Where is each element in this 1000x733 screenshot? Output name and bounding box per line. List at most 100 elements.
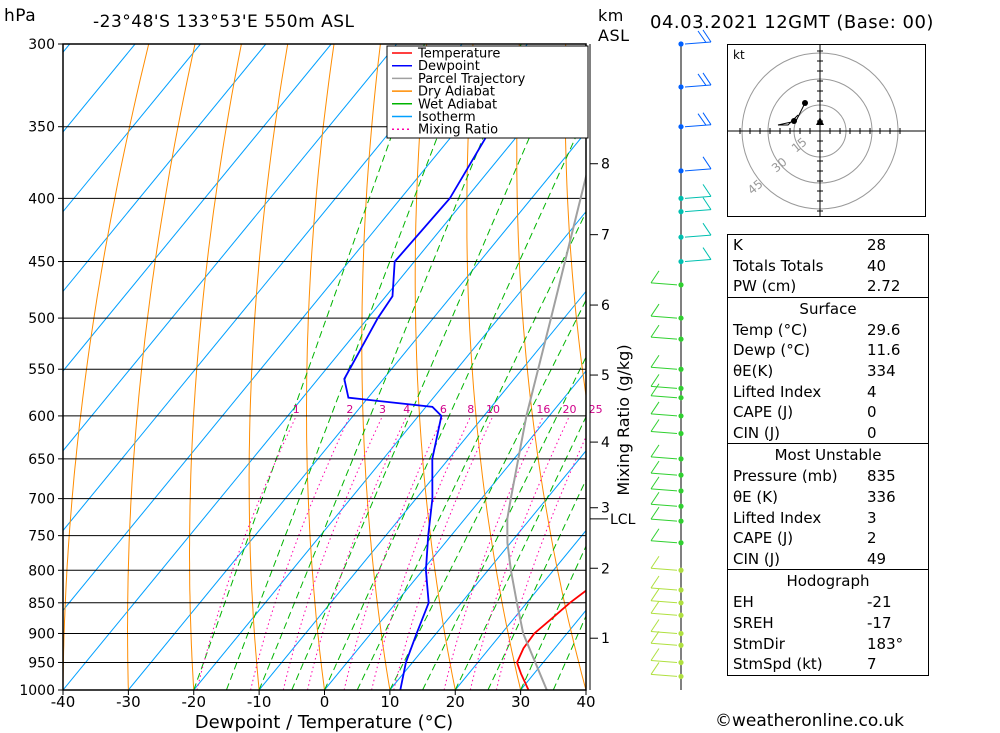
wind-barb bbox=[650, 401, 678, 417]
km-tick-label: 8 bbox=[601, 157, 610, 173]
stat-row-totals: Totals Totals 40 bbox=[733, 256, 887, 275]
wet-adiabat-line bbox=[422, 356, 586, 690]
hodograph-panel: 15 30 45 kt bbox=[727, 44, 926, 217]
legend-label: Dry Adiabat bbox=[418, 85, 495, 100]
pressure-tick-label: 650 bbox=[28, 452, 55, 468]
temperature-tick-label: -10 bbox=[247, 693, 272, 711]
wind-level-dot bbox=[678, 366, 684, 372]
isotherm-line bbox=[63, 44, 201, 213]
stat-row: StmDir 183° bbox=[733, 634, 904, 653]
hodograph-ring-label: 45 bbox=[745, 177, 766, 198]
legend-label: Wet Adiabat bbox=[418, 97, 497, 112]
stat-row: SREH -17 bbox=[733, 613, 892, 632]
stat-row: θE (K) 336 bbox=[733, 487, 896, 506]
mixing-ratio-line bbox=[196, 415, 297, 690]
wind-level-dot bbox=[678, 315, 684, 321]
wind-level-dot bbox=[678, 209, 684, 215]
dry-adiabat-line bbox=[63, 44, 150, 690]
wind-barb bbox=[650, 419, 678, 435]
temperature-profile bbox=[516, 589, 586, 690]
stat-row-k: K 28 bbox=[733, 236, 887, 254]
wind-level-dot bbox=[678, 600, 684, 606]
credit-link[interactable]: ©weatheronline.co.uk bbox=[715, 711, 905, 731]
dry-adiabat-line bbox=[516, 44, 586, 690]
dry-adiabat-line bbox=[306, 44, 335, 690]
stat-row: θE(K) 334 bbox=[733, 361, 896, 380]
hodograph-stats-group: Hodograph EH -21 SREH -17 StmDir 183° StmSp… bbox=[728, 569, 928, 674]
wind-level-dot bbox=[678, 84, 684, 90]
wind-barb bbox=[650, 460, 678, 476]
wind-level-dot bbox=[678, 336, 684, 342]
wind-level-dot bbox=[678, 587, 684, 593]
legend-label: Dewpoint bbox=[418, 59, 480, 74]
isotherm-line bbox=[324, 370, 586, 690]
legend-label: Isotherm bbox=[418, 110, 476, 125]
isotherm-line bbox=[258, 290, 586, 690]
mixing-ratio-label: 16 bbox=[536, 403, 550, 416]
wet-adiabat-line bbox=[324, 113, 586, 690]
pressure-tick-label: 600 bbox=[28, 409, 55, 425]
stat-row: CIN (J) 49 bbox=[733, 549, 887, 568]
wind-level-dot bbox=[678, 168, 684, 174]
km-tick-label: 1 bbox=[601, 631, 610, 647]
stat-row: StmSpd (kt) 7 bbox=[733, 655, 877, 674]
dry-adiabat-line bbox=[414, 44, 456, 690]
hodograph-stats-title: Hodograph bbox=[786, 572, 870, 591]
hodograph-unit: kt bbox=[733, 48, 745, 62]
datetime-title: 04.03.2021 12GMT (Base: 00) bbox=[650, 12, 934, 33]
temperature-tick-label: 40 bbox=[576, 693, 595, 711]
mixing-ratio-line bbox=[250, 415, 351, 690]
wind-barb bbox=[650, 506, 678, 522]
pressure-tick-label: 900 bbox=[28, 626, 55, 642]
most-unstable-group: Most Unstable Pressure (mb) 835 θE (K) 336… bbox=[728, 443, 928, 569]
mixing-ratio-line bbox=[282, 415, 383, 690]
wind-level-dot bbox=[678, 124, 684, 130]
temperature-tick-label: -30 bbox=[116, 693, 141, 711]
wind-barb bbox=[650, 270, 678, 286]
stat-row: CAPE (J) 0 bbox=[733, 403, 877, 422]
dry-adiabat-line bbox=[466, 44, 522, 690]
legend-box bbox=[386, 45, 589, 139]
wind-barb bbox=[650, 555, 678, 571]
pressure-tick-label: 500 bbox=[28, 311, 55, 327]
mixing-ratio-line bbox=[307, 415, 408, 690]
wind-barb bbox=[650, 630, 678, 646]
stat-row: CAPE (J) 2 bbox=[733, 529, 877, 548]
indices-group: K 28 Totals Totals 40 PW (cm) 2.72 bbox=[728, 235, 928, 297]
wind-barb bbox=[684, 222, 712, 238]
dry-adiabat-line bbox=[936, 44, 1000, 690]
wind-barb bbox=[650, 648, 678, 663]
x-axis-label: Dewpoint / Temperature (°C) bbox=[195, 712, 453, 733]
isotherm-line bbox=[63, 44, 136, 133]
isotherm-line bbox=[63, 44, 397, 452]
stat-row: Lifted Index 4 bbox=[733, 382, 877, 401]
wind-barb-column bbox=[650, 29, 712, 690]
isotherm-line bbox=[63, 44, 528, 612]
pressure-tick-label: 300 bbox=[28, 37, 55, 53]
pressure-tick-label: 550 bbox=[28, 362, 55, 378]
hodograph-point bbox=[802, 100, 808, 106]
wind-level-dot bbox=[678, 630, 684, 637]
km-tick-label: 5 bbox=[601, 368, 610, 384]
temperature-tick-label: 10 bbox=[380, 693, 399, 711]
wind-level-dot bbox=[678, 258, 684, 265]
dry-adiabat-line bbox=[361, 44, 391, 690]
temperature-tick-label: 30 bbox=[511, 693, 530, 711]
mixing-ratio-line bbox=[393, 415, 494, 690]
mixing-ratio-label: 20 bbox=[563, 403, 577, 416]
mixing-ratio-label: 1 bbox=[293, 403, 300, 416]
wind-barb bbox=[650, 491, 678, 507]
most-unstable-title: Most Unstable bbox=[774, 446, 882, 465]
temperature-tick-label: 0 bbox=[320, 693, 330, 711]
temperature-tick-label: -20 bbox=[182, 693, 207, 711]
mixing-ratio-label: 6 bbox=[440, 403, 447, 416]
wind-level-dot bbox=[678, 567, 684, 573]
mixing-ratio-label: 10 bbox=[486, 403, 500, 416]
mixing-ratio-label: 25 bbox=[589, 403, 603, 416]
wind-level-dot bbox=[678, 456, 684, 462]
wet-adiabat-line bbox=[291, 44, 571, 690]
wind-barb bbox=[650, 354, 678, 370]
pressure-tick-label: 400 bbox=[28, 191, 55, 207]
isotherm-line bbox=[389, 450, 586, 690]
temperature-tick-label: 20 bbox=[446, 693, 465, 711]
